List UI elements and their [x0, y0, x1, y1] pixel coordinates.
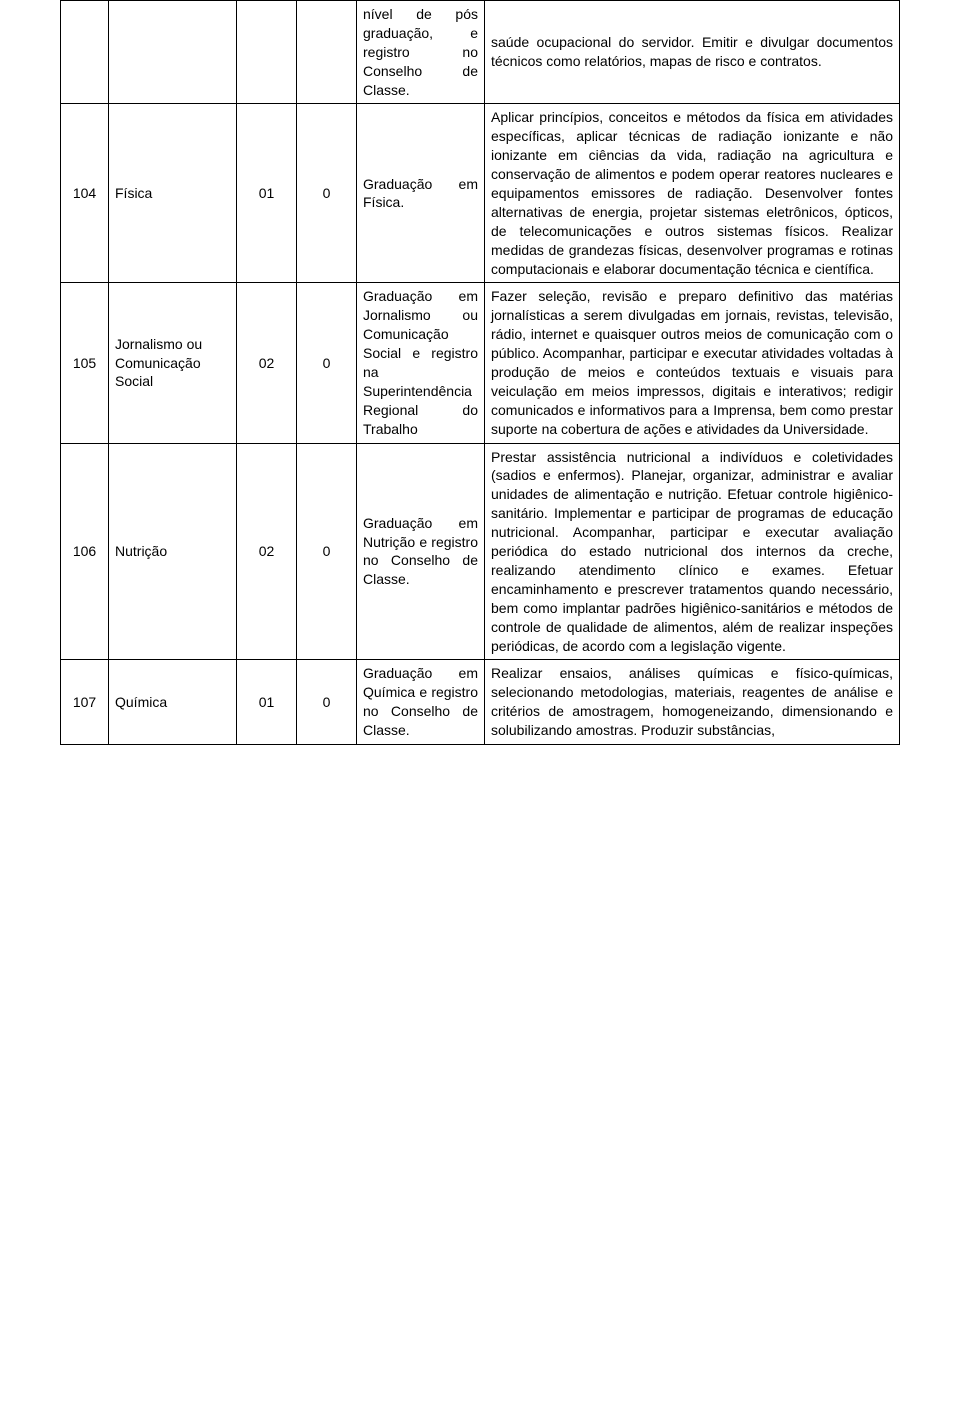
- table-row: 105 Jornalismo ou Comunicação Social 02 …: [61, 283, 900, 443]
- cell-requirement: Graduação em Nutrição e registro no Cons…: [357, 443, 485, 660]
- table-body: nível de pós graduação, e registro no Co…: [61, 1, 900, 745]
- table-row: 107 Química 01 0 Graduação em Química e …: [61, 660, 900, 745]
- cell-description: Realizar ensaios, análises químicas e fí…: [485, 660, 900, 745]
- cell-area: [109, 1, 237, 104]
- cell-reserved: [297, 1, 357, 104]
- cell-area: Química: [109, 660, 237, 745]
- cell-requirement: Graduação em Química e registro no Conse…: [357, 660, 485, 745]
- cell-area: Jornalismo ou Comunicação Social: [109, 283, 237, 443]
- cell-reserved: 0: [297, 443, 357, 660]
- table-row: nível de pós graduação, e registro no Co…: [61, 1, 900, 104]
- cell-reserved: 0: [297, 660, 357, 745]
- document-page: nível de pós graduação, e registro no Co…: [0, 0, 960, 745]
- cell-vacancies: 01: [237, 660, 297, 745]
- cell-reserved: 0: [297, 283, 357, 443]
- cell-code: 105: [61, 283, 109, 443]
- cell-requirement: Graduação em Jornalismo ou Comunicação S…: [357, 283, 485, 443]
- cell-reserved: 0: [297, 104, 357, 283]
- cell-area: Nutrição: [109, 443, 237, 660]
- cell-vacancies: 02: [237, 283, 297, 443]
- table-row: 104 Física 01 0 Graduação em Física. Apl…: [61, 104, 900, 283]
- cell-requirement: Graduação em Física.: [357, 104, 485, 283]
- cell-description: Prestar assistência nutricional a indiví…: [485, 443, 900, 660]
- cell-code: 106: [61, 443, 109, 660]
- cell-vacancies: [237, 1, 297, 104]
- cell-code: 104: [61, 104, 109, 283]
- cell-area: Física: [109, 104, 237, 283]
- cell-description: Fazer seleção, revisão e preparo definit…: [485, 283, 900, 443]
- cell-code: [61, 1, 109, 104]
- requirements-table: nível de pós graduação, e registro no Co…: [60, 0, 900, 745]
- cell-description: saúde ocupacional do servidor. Emitir e …: [485, 1, 900, 104]
- cell-requirement: nível de pós graduação, e registro no Co…: [357, 1, 485, 104]
- cell-description: Aplicar princípios, conceitos e métodos …: [485, 104, 900, 283]
- cell-vacancies: 02: [237, 443, 297, 660]
- cell-vacancies: 01: [237, 104, 297, 283]
- cell-code: 107: [61, 660, 109, 745]
- table-row: 106 Nutrição 02 0 Graduação em Nutrição …: [61, 443, 900, 660]
